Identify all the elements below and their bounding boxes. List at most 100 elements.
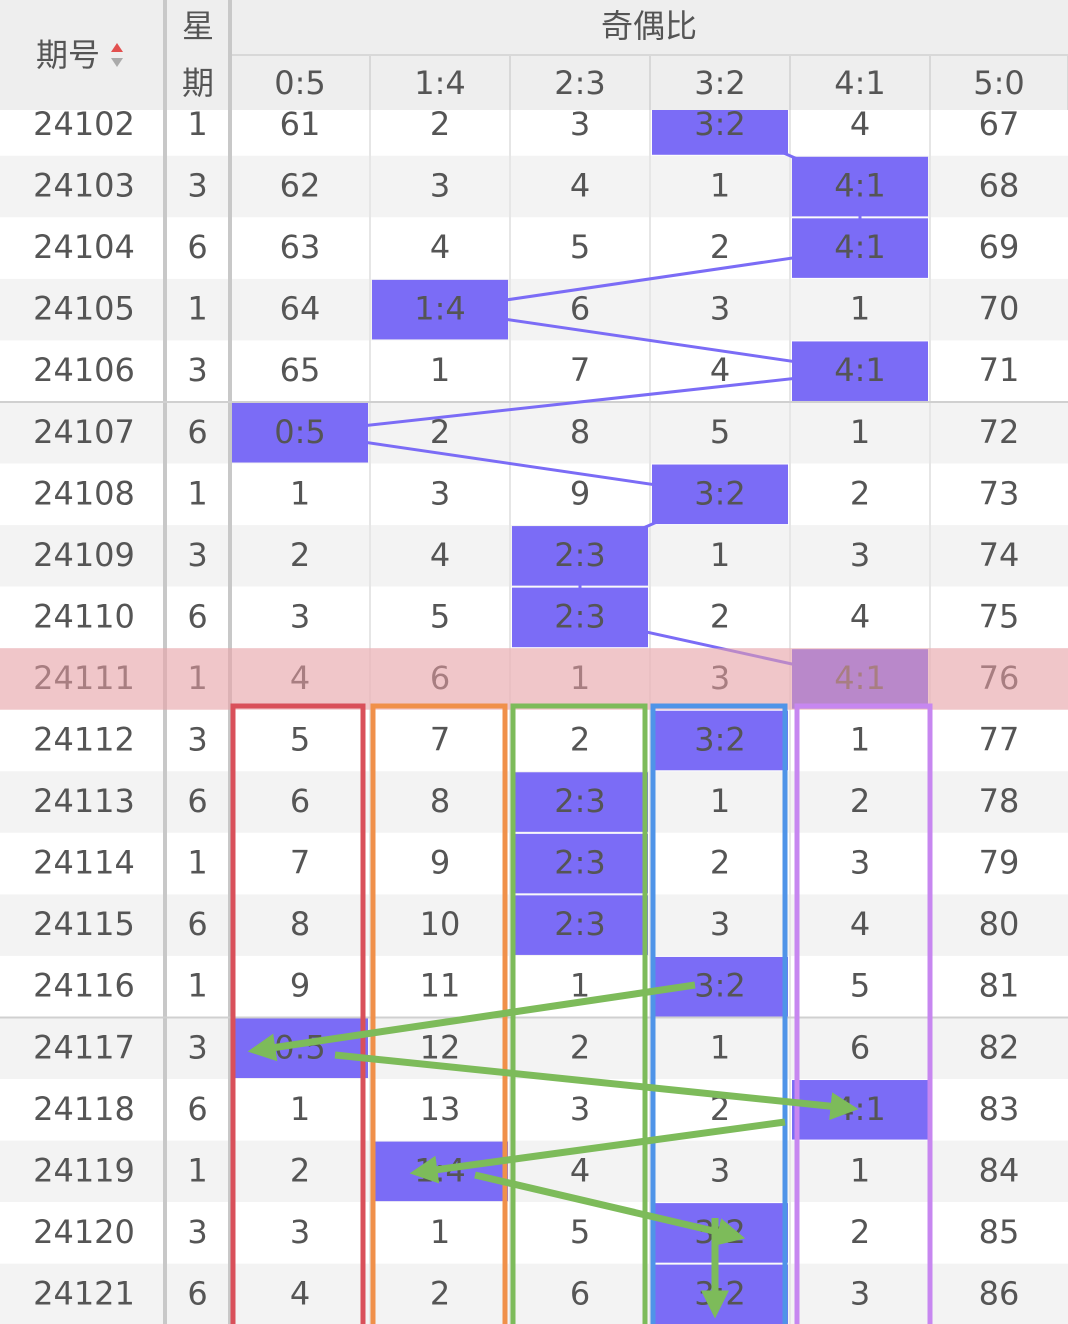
cell: 3 (570, 105, 590, 143)
cell: 2 (570, 1028, 590, 1066)
green-arrow (247, 981, 696, 1062)
column-header: 3:2 (694, 64, 746, 102)
cell: 4:1 (834, 351, 886, 389)
cell: 1 (430, 1213, 450, 1251)
cell: 72 (979, 413, 1020, 451)
hit-cell (792, 1080, 928, 1140)
issue: 24115 (33, 905, 135, 943)
cell: 1 (290, 474, 310, 512)
cell: 75 (979, 597, 1020, 635)
column-header: 0:5 (274, 64, 326, 102)
cell: 3:2 (694, 105, 746, 143)
cell: 9 (570, 474, 590, 512)
cell: 3 (570, 1090, 590, 1128)
hit-cell (512, 587, 648, 648)
row-bg (0, 278, 1068, 341)
hit-cell (232, 402, 368, 463)
issue: 24110 (33, 597, 135, 635)
cell: 1 (850, 721, 870, 759)
cell: 2:3 (554, 844, 606, 882)
cell: 4 (430, 536, 450, 574)
trend-line (299, 431, 721, 496)
cell: 2 (710, 228, 730, 266)
cell: 5 (430, 597, 450, 635)
cell: 4 (850, 105, 870, 143)
column-box (510, 703, 648, 1324)
cell: 3:2 (694, 1274, 746, 1312)
cell: 69 (979, 228, 1020, 266)
hit-cell (652, 110, 788, 155)
weekday: 1 (187, 290, 207, 328)
cell: 4 (570, 1151, 590, 1189)
row-bg (0, 709, 1068, 772)
cell: 3:2 (694, 721, 746, 759)
cell: 5 (850, 967, 870, 1005)
weekday-header: 期 (182, 64, 214, 102)
cell: 3:2 (694, 967, 746, 1005)
weekday: 1 (187, 844, 207, 882)
cell: 2 (290, 1151, 310, 1189)
weekday: 3 (187, 721, 207, 759)
weekday: 3 (187, 351, 207, 389)
cell: 4 (850, 905, 870, 943)
cell: 64 (280, 290, 321, 328)
row-bg (0, 401, 1068, 464)
hit-cell (512, 833, 648, 894)
weekday: 3 (187, 167, 207, 205)
cell: 61 (280, 105, 321, 143)
cell: 3 (430, 474, 450, 512)
cell: 2:3 (554, 905, 606, 943)
cell: 73 (979, 474, 1020, 512)
cell: 84 (979, 1151, 1020, 1189)
cell: 4:1 (834, 228, 886, 266)
trend-line (439, 308, 861, 373)
green-arrow (474, 1171, 746, 1246)
cell: 13 (420, 1090, 461, 1128)
green-arrow (334, 1051, 859, 1121)
cell: 63 (280, 228, 321, 266)
cell: 70 (979, 290, 1020, 328)
hit-cell (372, 279, 508, 340)
green-arrow (409, 1118, 786, 1184)
annotations (230, 703, 933, 1324)
issue-header[interactable]: 期号 (36, 36, 100, 74)
weekday: 3 (187, 536, 207, 574)
cell: 8 (430, 782, 450, 820)
column-box (370, 703, 508, 1324)
weekday: 3 (187, 1028, 207, 1066)
cell: 79 (979, 844, 1020, 882)
weekday: 6 (187, 1274, 207, 1312)
cell: 6 (570, 290, 590, 328)
cell: 65 (280, 351, 321, 389)
column-header: 4:1 (834, 64, 886, 102)
issue: 24118 (33, 1090, 135, 1128)
weekday: 3 (187, 1213, 207, 1251)
cell: 4:1 (834, 167, 886, 205)
table-header: 期号 星 期 奇偶比 0:5 1:4 2:3 3:2 4:1 5:0 (0, 0, 1068, 110)
issue: 24109 (33, 536, 135, 574)
cell: 1 (710, 536, 730, 574)
weekday: 6 (187, 228, 207, 266)
issue: 24103 (33, 167, 135, 205)
cell: 2 (570, 721, 590, 759)
hit-cell (652, 464, 788, 525)
cell: 4 (430, 228, 450, 266)
cell: 12 (420, 1028, 461, 1066)
cell: 8 (290, 905, 310, 943)
row-bg (0, 1202, 1068, 1264)
cell: 71 (979, 351, 1020, 389)
cell: 3 (430, 167, 450, 205)
row-bg (0, 1263, 1068, 1324)
cell: 3 (710, 290, 730, 328)
sort-up[interactable] (111, 43, 123, 52)
column-box (650, 703, 788, 1324)
sort-down[interactable] (111, 58, 123, 67)
cell: 2 (710, 597, 730, 635)
weekday: 1 (187, 1151, 207, 1189)
cell: 83 (979, 1090, 1020, 1128)
trend-line (439, 246, 861, 312)
issue: 24105 (33, 290, 135, 328)
cell: 4 (570, 167, 590, 205)
issue: 24119 (33, 1151, 135, 1189)
